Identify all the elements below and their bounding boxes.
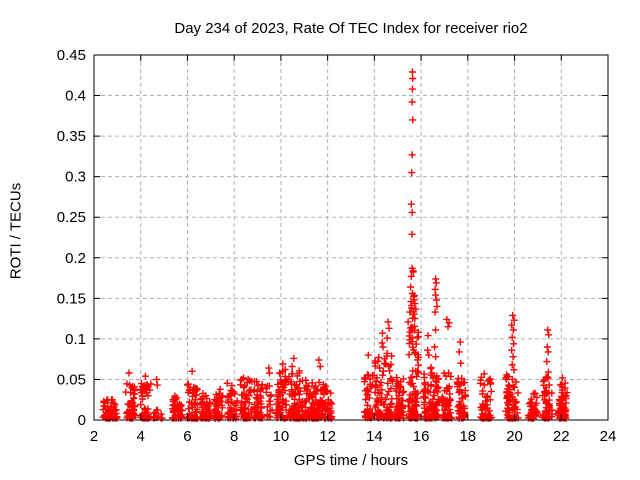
y-tick-label: 0.25: [57, 209, 86, 226]
y-tick-label: 0.1: [65, 331, 86, 348]
y-tick-label: 0.2: [65, 250, 86, 267]
x-tick-label: 14: [366, 428, 383, 445]
chart-title: Day 234 of 2023, Rate Of TEC Index for r…: [174, 20, 528, 37]
y-tick-label: 0.35: [57, 128, 86, 145]
x-tick-label: 12: [319, 428, 336, 445]
x-tick-label: 16: [413, 428, 430, 445]
y-tick-label: 0.4: [65, 88, 86, 105]
x-axis-label: GPS time / hours: [293, 452, 409, 469]
x-tick-label: 18: [459, 428, 476, 445]
x-tick-label: 22: [553, 428, 570, 445]
x-tick-label: 10: [273, 428, 290, 445]
x-tick-label: 8: [230, 428, 238, 445]
grid-lines: [94, 55, 608, 420]
axis-ticks: [93, 54, 609, 421]
y-tick-label: 0.45: [57, 47, 86, 64]
y-tick-label: 0.3: [65, 169, 86, 186]
y-tick-label: 0.05: [57, 371, 86, 388]
x-tick-label: 4: [137, 428, 145, 445]
plot-frame: [93, 54, 609, 421]
x-tick-label: 6: [183, 428, 191, 445]
x-tick-label: 24: [600, 428, 617, 445]
data-points: [99, 68, 571, 422]
x-tick-label: 2: [90, 428, 98, 445]
y-tick-label: 0.15: [57, 290, 86, 307]
y-tick-label: 0: [78, 412, 86, 429]
x-tick-label: 20: [506, 428, 523, 445]
